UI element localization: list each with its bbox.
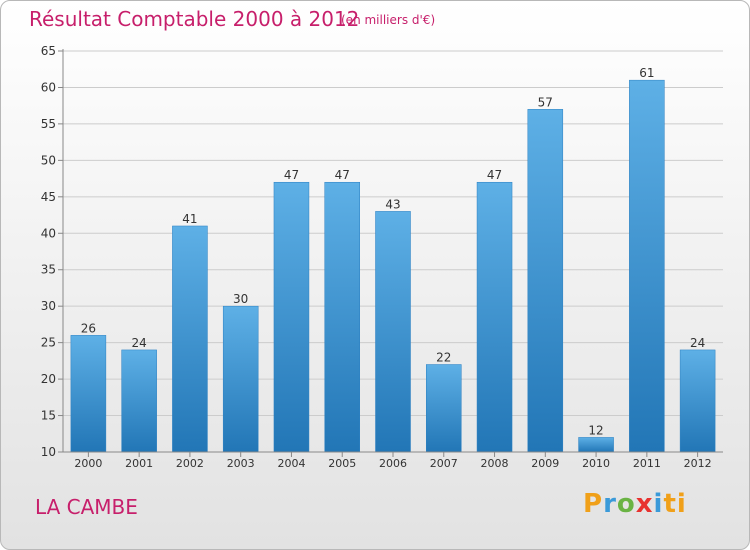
bar [426, 364, 462, 453]
data-label: 57 [538, 95, 553, 109]
x-tick-label: 2011 [633, 457, 661, 470]
x-tick-label: 2004 [277, 457, 305, 470]
bar [121, 349, 157, 453]
logo-letter: x [635, 489, 654, 519]
data-label: 24 [690, 336, 705, 350]
data-label: 47 [487, 168, 502, 182]
bar [578, 437, 614, 453]
y-tick-label: 65 [41, 44, 56, 58]
data-label: 22 [436, 351, 451, 365]
x-tick-label: 2007 [430, 457, 458, 470]
bar [679, 349, 716, 453]
x-tick-label: 2005 [328, 457, 356, 470]
proxiti-logo[interactable]: Proxiti [583, 489, 687, 519]
bar [629, 79, 665, 453]
data-label: 30 [233, 292, 248, 306]
y-tick-label: 55 [41, 117, 56, 131]
y-tick-label: 25 [41, 336, 56, 350]
bar [324, 181, 360, 453]
y-tick-label: 50 [41, 153, 56, 167]
x-tick-label: 2003 [227, 457, 255, 470]
bar [172, 225, 208, 453]
bar [273, 181, 310, 453]
logo-letter: r [603, 489, 617, 519]
data-label: 43 [385, 197, 400, 211]
logo-letter: P [583, 489, 604, 519]
bar [476, 181, 513, 453]
y-tick-label: 10 [41, 445, 56, 459]
bar [527, 109, 564, 453]
data-label: 61 [639, 66, 654, 80]
logo-letter: i [676, 489, 687, 519]
y-tick-label: 35 [41, 263, 56, 277]
x-tick-label: 2001 [125, 457, 153, 470]
chart-title: Résultat Comptable 2000 à 2012 [29, 7, 360, 31]
x-tick-label: 2012 [684, 457, 712, 470]
y-tick-label: 30 [41, 299, 56, 313]
y-tick-label: 40 [41, 226, 56, 240]
x-tick-label: 2008 [481, 457, 509, 470]
logo-letter: t [663, 489, 677, 519]
data-label: 41 [182, 212, 197, 226]
bar [70, 335, 107, 453]
logo-letter: i [653, 489, 664, 519]
chart-subtitle: (en milliers d'€) [341, 13, 436, 27]
data-label: 26 [81, 321, 96, 335]
data-label: 47 [335, 168, 350, 182]
x-tick-label: 2006 [379, 457, 407, 470]
y-tick-label: 20 [41, 372, 56, 386]
data-label: 47 [284, 168, 299, 182]
data-label: 24 [132, 336, 147, 350]
y-tick-label: 45 [41, 190, 56, 204]
y-tick-label: 15 [41, 409, 56, 423]
x-tick-label: 2000 [74, 457, 102, 470]
logo-letter: o [616, 489, 636, 519]
bar [222, 305, 259, 453]
bar [375, 211, 411, 453]
x-tick-label: 2009 [531, 457, 559, 470]
y-tick-label: 60 [41, 80, 56, 94]
place-name: LA CAMBE [35, 495, 138, 519]
data-label: 12 [588, 423, 603, 437]
x-tick-label: 2010 [582, 457, 610, 470]
x-tick-label: 2002 [176, 457, 204, 470]
